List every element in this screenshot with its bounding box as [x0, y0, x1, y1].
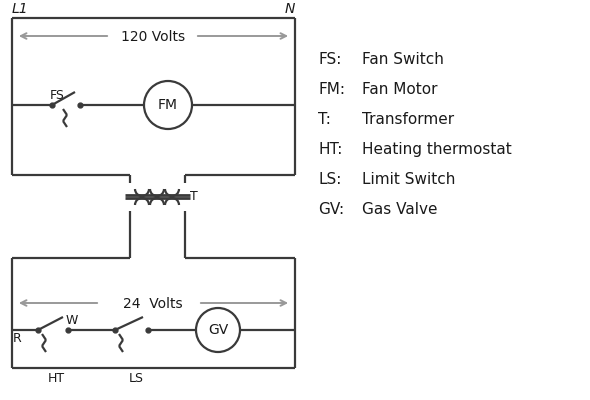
- Text: T:: T:: [318, 112, 331, 127]
- Text: W: W: [66, 314, 78, 327]
- Text: Limit Switch: Limit Switch: [362, 172, 455, 187]
- Text: R: R: [13, 332, 22, 345]
- Text: LS: LS: [129, 372, 143, 385]
- Text: GV: GV: [208, 323, 228, 337]
- Text: L1: L1: [12, 2, 29, 16]
- Text: HT: HT: [48, 372, 65, 385]
- Text: Transformer: Transformer: [362, 112, 454, 127]
- Text: Gas Valve: Gas Valve: [362, 202, 438, 217]
- Text: Fan Motor: Fan Motor: [362, 82, 438, 97]
- Text: N: N: [284, 2, 295, 16]
- Text: Fan Switch: Fan Switch: [362, 52, 444, 67]
- Text: HT:: HT:: [318, 142, 342, 157]
- Text: FS:: FS:: [318, 52, 342, 67]
- Text: GV:: GV:: [318, 202, 344, 217]
- Text: Heating thermostat: Heating thermostat: [362, 142, 512, 157]
- Text: T: T: [190, 190, 198, 202]
- Text: LS:: LS:: [318, 172, 342, 187]
- Text: FM:: FM:: [318, 82, 345, 97]
- Text: FM: FM: [158, 98, 178, 112]
- Text: FS: FS: [50, 89, 65, 102]
- Text: 120 Volts: 120 Volts: [121, 30, 185, 44]
- Text: 24  Volts: 24 Volts: [123, 297, 183, 311]
